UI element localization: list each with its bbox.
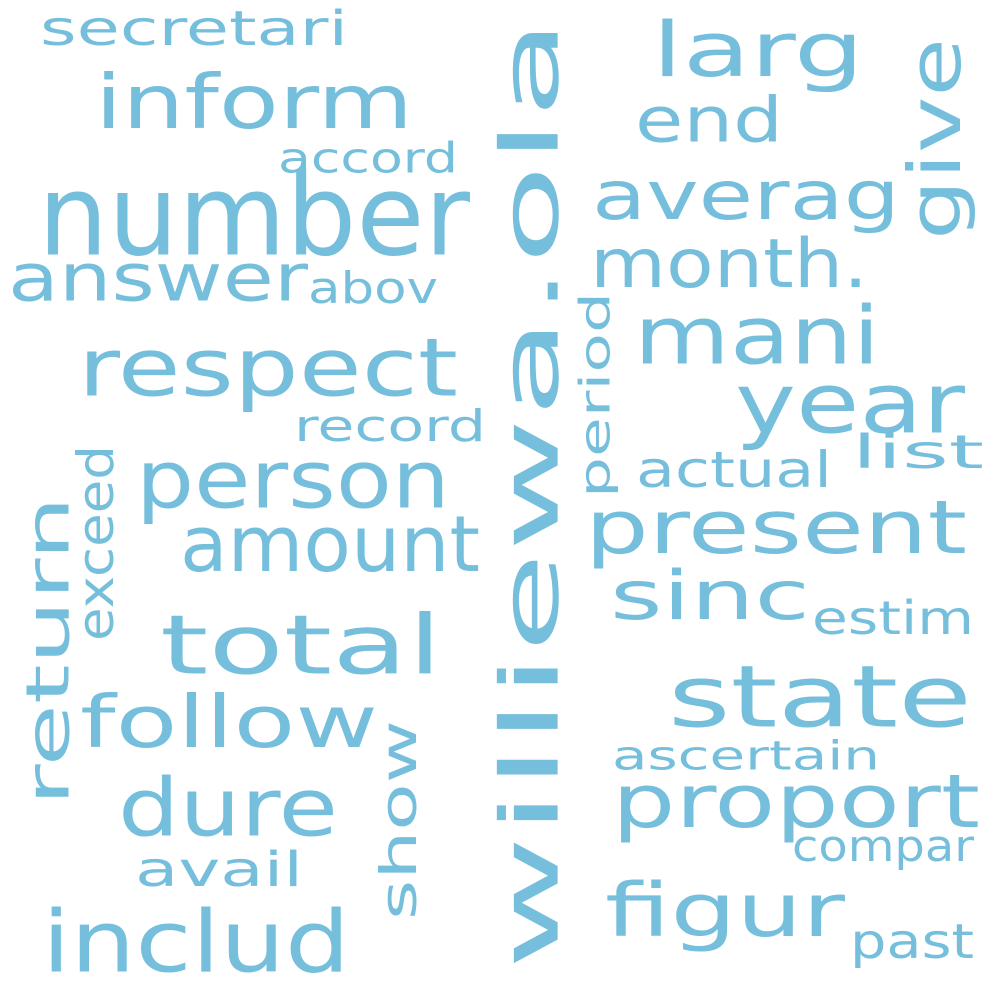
word-respect: respect — [78, 321, 458, 415]
word-person: person — [136, 433, 450, 527]
word-actual: actual — [636, 441, 832, 500]
word-larg: larg — [652, 5, 864, 94]
word-avail: avail — [135, 841, 303, 898]
word-proport: proport — [612, 759, 980, 846]
word-return: return — [13, 496, 83, 806]
word-compar: compar — [792, 820, 974, 872]
word-year: year — [735, 354, 965, 453]
word-follow: follow — [80, 680, 378, 765]
word-ascertain: ascertain — [612, 732, 880, 779]
word-inform: inform — [95, 58, 413, 146]
word-mani: mani — [634, 289, 880, 383]
word-total: total — [160, 598, 442, 694]
word-past: past — [850, 913, 974, 970]
word-give: give — [893, 37, 978, 240]
word-abov: abov — [308, 262, 438, 314]
word-present: present — [585, 485, 967, 572]
word-amount: amount — [180, 499, 480, 590]
word-averag: averag — [592, 156, 900, 236]
word-accord: accord — [278, 134, 458, 183]
word-number: number — [38, 150, 470, 281]
word-month: month. — [590, 224, 868, 304]
word-dure: dure — [118, 761, 338, 855]
word-period: period — [571, 292, 620, 498]
word-williewa-ola: williewa.ola — [483, 17, 577, 970]
word-secretari: secretari — [40, 0, 348, 57]
word-answer: answer — [8, 240, 308, 317]
word-figur: figur — [605, 868, 845, 955]
word-end: end — [635, 85, 783, 157]
word-list: list — [852, 426, 984, 480]
word-record: record — [294, 400, 486, 452]
word-show: show — [370, 720, 429, 920]
word-state: state — [668, 647, 972, 748]
word-includ: includ — [42, 892, 350, 993]
word-sinc: sinc — [610, 556, 810, 636]
word-estim: estim — [812, 592, 974, 646]
